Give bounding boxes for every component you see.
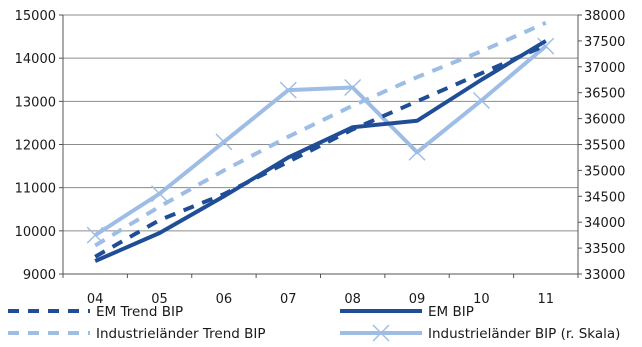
series-point-marker bbox=[537, 37, 555, 55]
y-right-tick-label: 37500 bbox=[584, 35, 625, 50]
legend-label: Industrieländer BIP (r. Skala) bbox=[428, 326, 620, 342]
x-tick-label: 10 bbox=[473, 292, 490, 307]
x-tick-label: 09 bbox=[409, 292, 426, 307]
series-point-marker bbox=[151, 185, 169, 203]
series-point-marker bbox=[408, 143, 426, 161]
y-left-tick-label: 15000 bbox=[15, 9, 56, 24]
y-right-tick-label: 35500 bbox=[584, 139, 625, 154]
y-right-tick-label: 36000 bbox=[584, 113, 625, 128]
series-industriel-nder-trend-bip bbox=[94, 20, 547, 248]
x-tick-label: 11 bbox=[538, 292, 555, 307]
grid-lines bbox=[63, 14, 578, 275]
series-point-marker bbox=[279, 81, 297, 99]
series-line bbox=[94, 39, 547, 263]
legend-label: EM BIP bbox=[428, 304, 474, 320]
x-axis: 04 05 06 07 08 09 10 11 bbox=[62, 274, 579, 307]
x-tick-label: 05 bbox=[151, 292, 168, 307]
series-lines bbox=[86, 20, 555, 263]
y-right-tick-label: 38000 bbox=[584, 9, 625, 24]
x-tick-label: 08 bbox=[344, 292, 361, 307]
series-point-marker bbox=[344, 79, 362, 97]
legend-item: Industrieländer Trend BIP bbox=[8, 326, 266, 342]
y-left-tick-label: 14000 bbox=[15, 52, 56, 67]
legend-item: EM Trend BIP bbox=[8, 304, 183, 320]
series-line bbox=[94, 20, 547, 248]
y-left-tick-label: 9000 bbox=[23, 268, 56, 283]
x-tick-label: 06 bbox=[216, 292, 233, 307]
legend-label: Industrieländer Trend BIP bbox=[96, 326, 266, 342]
y-left-axis: 9000 10000 11000 12000 13000 14000 15000 bbox=[15, 9, 63, 283]
legend: EM Trend BIP EM BIP Industrieländer Trend … bbox=[8, 304, 620, 342]
legend-item: Industrieländer BIP (r. Skala) bbox=[340, 324, 620, 342]
y-right-tick-label: 34000 bbox=[584, 216, 625, 231]
y-right-tick-label: 36500 bbox=[584, 87, 625, 102]
x-tick-label: 04 bbox=[87, 292, 104, 307]
series-point-marker bbox=[215, 133, 233, 151]
y-right-axis: 33000 33500 34000 34500 35000 35500 36000 36500… bbox=[578, 9, 625, 283]
x-tick-label: 07 bbox=[280, 292, 297, 307]
y-left-tick-label: 12000 bbox=[15, 139, 56, 154]
legend-label: EM Trend BIP bbox=[96, 304, 183, 320]
series-line bbox=[94, 44, 548, 237]
series-em-bip bbox=[94, 39, 547, 263]
y-left-tick-label: 10000 bbox=[15, 225, 56, 240]
legend-item: EM BIP bbox=[340, 304, 474, 320]
series-point-marker bbox=[472, 91, 490, 109]
y-right-tick-label: 37000 bbox=[584, 61, 625, 76]
y-left-tick-label: 13000 bbox=[15, 95, 56, 110]
series-em-trend-bip bbox=[94, 43, 547, 259]
series-point-marker bbox=[372, 324, 390, 342]
y-left-tick-label: 11000 bbox=[15, 182, 56, 197]
series-line bbox=[94, 43, 547, 259]
y-right-tick-label: 33500 bbox=[584, 242, 625, 257]
y-right-tick-label: 35000 bbox=[584, 164, 625, 179]
y-right-tick-label: 33000 bbox=[584, 268, 625, 283]
y-right-tick-label: 34500 bbox=[584, 190, 625, 205]
series-industriel-nder-bip-r-skala- bbox=[86, 37, 555, 244]
